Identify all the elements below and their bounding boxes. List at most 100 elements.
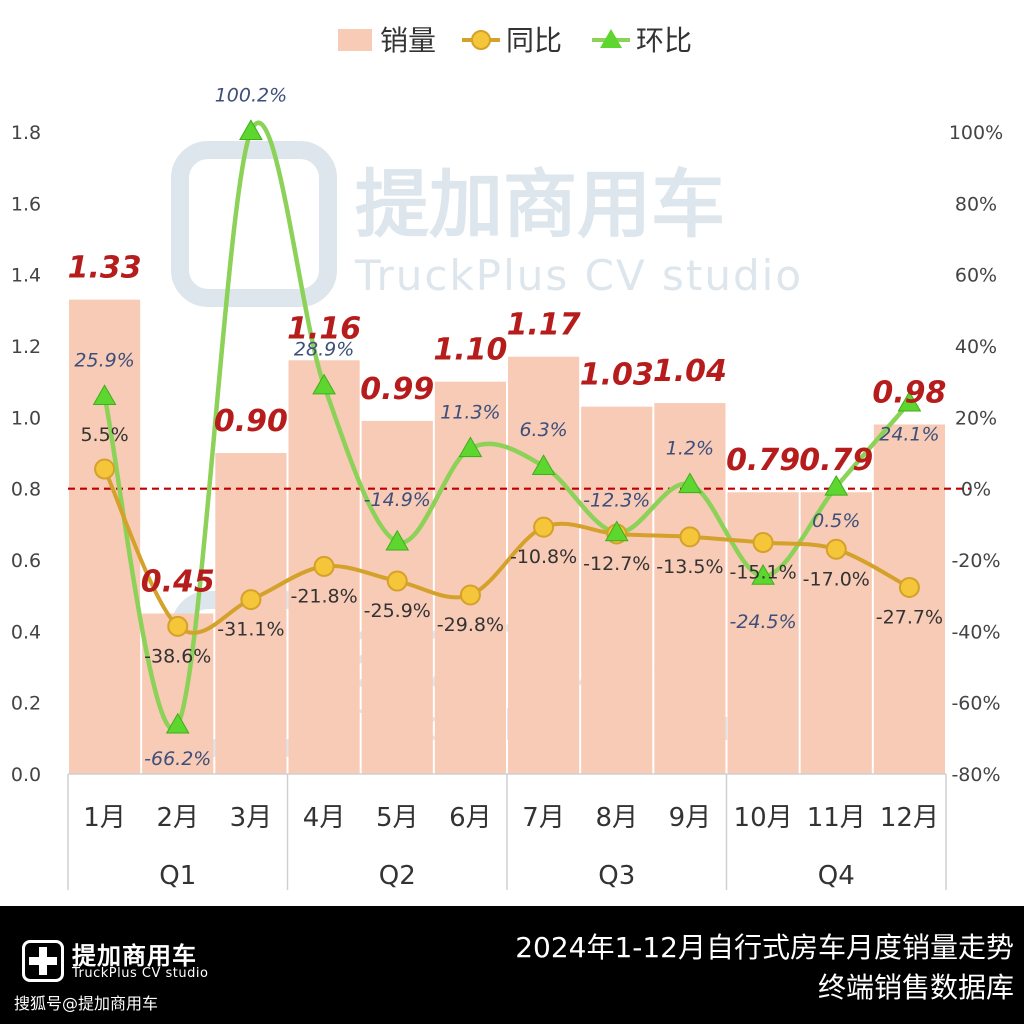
- footer-brand-subtitle: TruckPlus CV studio: [72, 966, 209, 981]
- yoy-value-label: -31.1%: [217, 619, 284, 641]
- bar-value-label: 0.90: [214, 404, 288, 439]
- yoy-value-label: -25.9%: [364, 600, 431, 622]
- bar-11: [800, 492, 872, 774]
- bar-value-label: 0.79: [799, 443, 873, 478]
- bar-value-label: 1.03: [580, 358, 654, 393]
- yoy-point-12: [898, 576, 920, 598]
- mom-value-label: 25.9%: [74, 349, 134, 371]
- x-tick-label: 7月: [522, 803, 565, 833]
- yoy-point-7: [533, 516, 555, 538]
- y-right-tick-label: 0%: [961, 479, 991, 501]
- mom-value-label: 11.3%: [440, 401, 500, 423]
- x-tick-label: 4月: [303, 803, 346, 833]
- yoy-point-5: [386, 570, 408, 592]
- mom-value-label: 6.3%: [519, 419, 567, 441]
- yoy-value-label: -29.8%: [437, 614, 504, 636]
- footer-brand-name: 提加商用车: [72, 942, 197, 970]
- y-right-tick-label: -40%: [951, 621, 1000, 643]
- bar-value-label: 0.79: [726, 443, 800, 478]
- x-tick-label: 6月: [449, 803, 492, 833]
- bar-12: [873, 424, 945, 774]
- yoy-point-1: [94, 458, 116, 480]
- yoy-point-6: [459, 584, 481, 606]
- x-tick-label: 8月: [595, 803, 638, 833]
- bar-value-label: 1.04: [653, 354, 727, 389]
- yoy-value-label: -38.6%: [144, 645, 211, 667]
- mom-point-3: [239, 119, 263, 141]
- watermark-subtext: TruckPlus CV studio: [354, 251, 803, 300]
- mom-point-2: [165, 712, 190, 734]
- legend-yoy-label: 同比: [506, 24, 562, 57]
- y-right-tick-label: -20%: [951, 550, 1000, 572]
- x-group-label: Q2: [379, 861, 416, 891]
- y-left-tick-label: 0.6: [11, 550, 41, 572]
- legend-mom-label: 环比: [636, 24, 692, 57]
- y-left-tick-label: 1.0: [11, 407, 41, 429]
- bar-3: [215, 453, 287, 774]
- yoy-value-label: -13.5%: [656, 556, 723, 578]
- y-right-tick-label: 20%: [955, 407, 997, 429]
- mom-point-11: [824, 474, 849, 496]
- y-left-tick-label: 0.8: [11, 479, 41, 501]
- y-left-tick-label: 0.0: [11, 764, 41, 786]
- mom-value-label: -12.3%: [583, 490, 650, 512]
- legend-bar-swatch: [338, 29, 372, 51]
- footer-banner: 提加商用车 TruckPlus CV studio 搜狐号@提加商用车 2024…: [0, 906, 1024, 1024]
- x-tick-label: 5月: [376, 803, 419, 833]
- mom-point-6: [458, 436, 483, 458]
- x-tick-label: 12月: [880, 803, 939, 833]
- watermark-text: 提加商用车: [355, 162, 725, 248]
- yoy-value-label: -21.8%: [290, 585, 357, 607]
- yoy-point-2: [167, 615, 189, 637]
- yoy-value-label: -17.0%: [803, 568, 870, 590]
- y-left-tick-label: 1.8: [11, 122, 41, 144]
- bar-8: [581, 406, 653, 774]
- footer-source: 搜狐号@提加商用车: [14, 994, 159, 1013]
- yoy-point-11: [825, 538, 847, 560]
- x-tick-label: 3月: [230, 803, 273, 833]
- mom-value-label: 0.5%: [812, 510, 860, 532]
- y-right-tick-label: 100%: [949, 122, 1003, 144]
- mom-point-7: [531, 454, 556, 475]
- y-left-tick-label: 1.4: [11, 265, 41, 287]
- y-right-tick-label: 40%: [955, 336, 997, 358]
- legend-yoy-marker-icon: [471, 30, 491, 50]
- legend-bar-label: 销量: [380, 24, 436, 57]
- yoy-value-label: -12.7%: [583, 553, 650, 575]
- mom-value-label: -66.2%: [144, 748, 211, 770]
- mom-point-10: [751, 564, 775, 585]
- y-left-tick-label: 1.2: [11, 336, 41, 358]
- mom-point-9: [678, 472, 702, 494]
- x-group-label: Q4: [818, 861, 855, 891]
- mom-point-4: [312, 373, 336, 395]
- y-left-tick-label: 0.4: [11, 621, 41, 643]
- y-left-tick-label: 0.2: [11, 693, 41, 715]
- bar-7: [508, 356, 580, 774]
- yoy-value-label: 5.5%: [80, 424, 128, 446]
- mom-value-label: 28.9%: [294, 339, 354, 361]
- y-right-tick-label: -80%: [951, 764, 1000, 786]
- y-right-tick-label: -60%: [951, 693, 1000, 715]
- bar-value-label: 0.45: [141, 565, 215, 600]
- mom-point-12: [897, 390, 922, 412]
- series-line-mom: [102, 120, 912, 731]
- mom-point-1: [92, 384, 117, 406]
- x-tick-label: 10月: [734, 803, 793, 833]
- yoy-value-label: -10.8%: [510, 546, 577, 568]
- brand-logo-icon: [22, 940, 64, 982]
- bar-9: [654, 403, 726, 774]
- bar-value-label: 1.17: [507, 308, 581, 343]
- mom-value-label: 24.1%: [879, 424, 939, 446]
- mom-value-label: 1.2%: [666, 437, 714, 459]
- mom-point-5: [385, 529, 410, 551]
- yoy-point-3: [240, 589, 262, 611]
- yoy-point-9: [679, 526, 701, 548]
- yoy-value-label: -27.7%: [876, 606, 943, 628]
- mom-value-label: -14.9%: [364, 489, 431, 511]
- bar-5: [361, 420, 433, 774]
- x-tick-label: 2月: [156, 803, 199, 833]
- bar-value-label: 1.16: [287, 311, 361, 346]
- x-tick-label: 11月: [807, 803, 866, 833]
